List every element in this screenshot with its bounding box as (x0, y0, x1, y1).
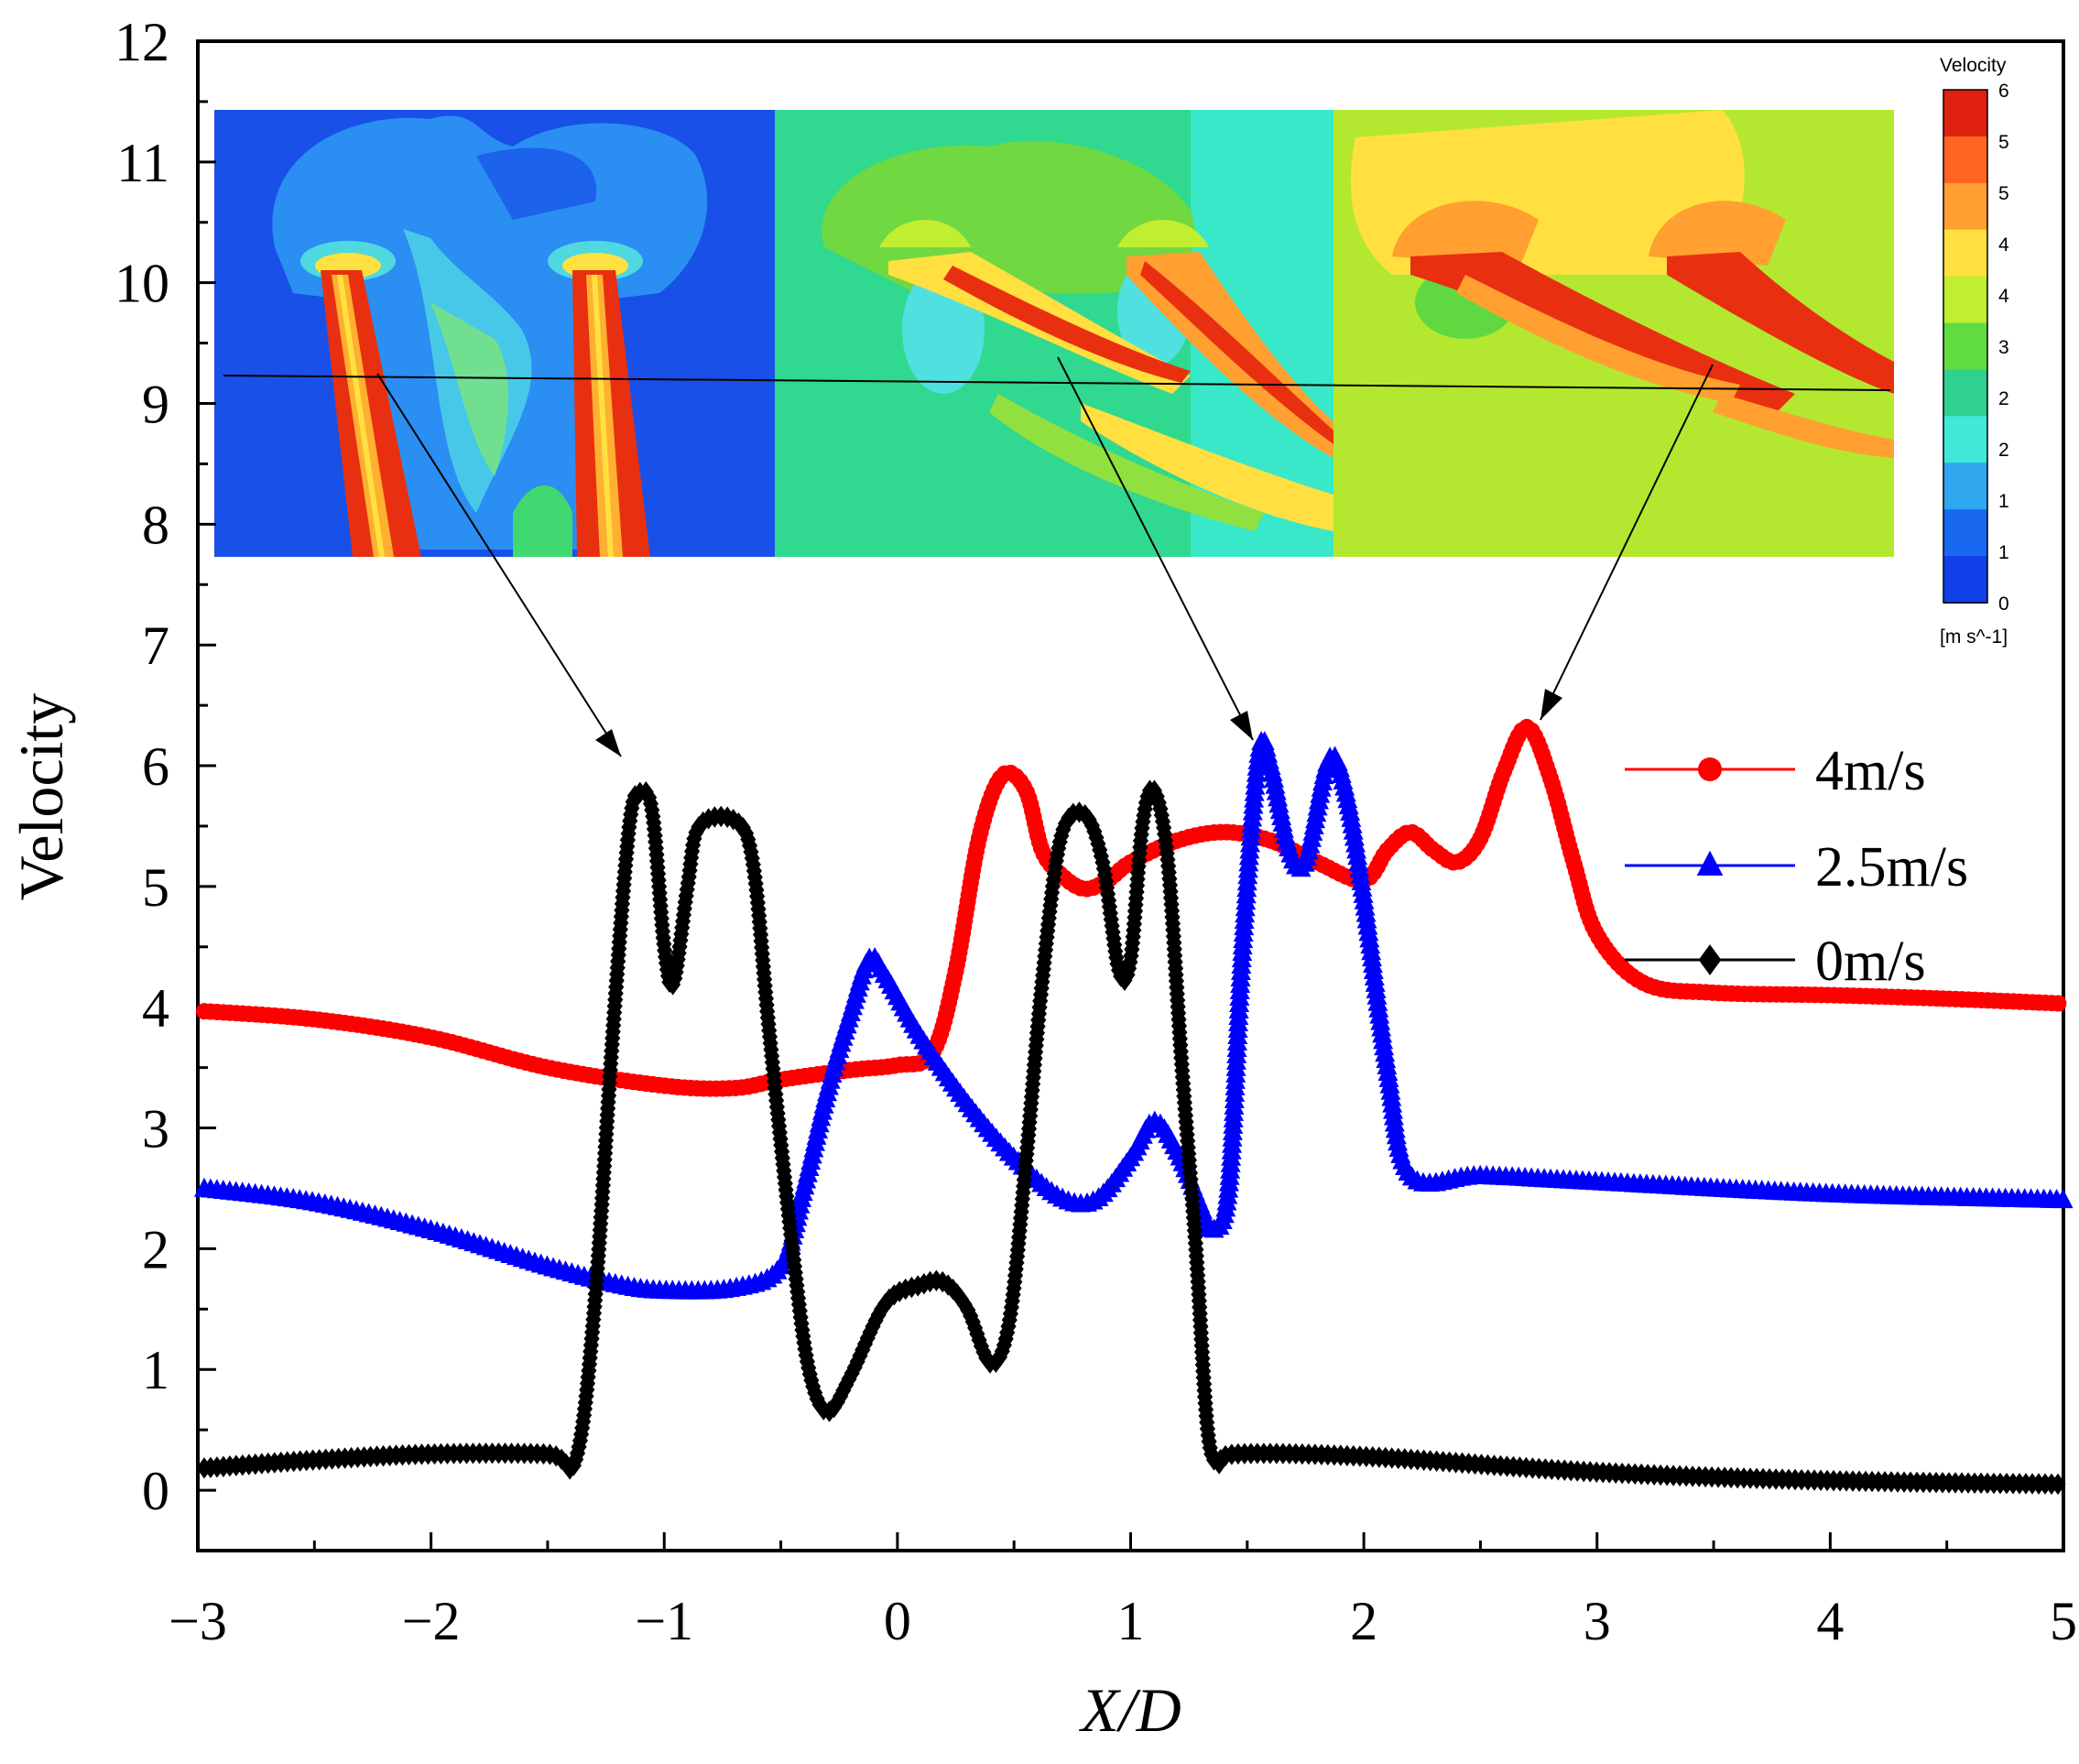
colorbar-label: 5 (1998, 132, 2009, 153)
series-4m-s (195, 718, 2067, 1097)
colorbar-swatch (1943, 509, 1987, 558)
colorbar-swatch (1943, 556, 1987, 604)
legend-label: 4m/s (1815, 740, 1926, 802)
arrow-left-jet-head (595, 729, 621, 757)
measurement-line (223, 375, 1891, 391)
data-point (725, 809, 742, 831)
y-tick-label: 0 (142, 1461, 169, 1521)
colorbar-swatch (1943, 416, 1987, 464)
x-tick-label: −2 (402, 1591, 461, 1651)
annotation-arrows (376, 356, 1714, 757)
colorbar-swatch (1943, 322, 1987, 371)
y-tick-label: 1 (142, 1340, 169, 1400)
y-tick-label: 2 (142, 1219, 169, 1279)
x-tick-label: 3 (1584, 1591, 1611, 1651)
data-point (2050, 1473, 2066, 1496)
data-point (940, 1274, 956, 1296)
arrow-middle-jet-head (1230, 711, 1253, 740)
y-tick-label: 9 (142, 375, 169, 435)
colorbar-swatch (1943, 136, 1987, 184)
colorbar-label: 4 (1998, 234, 2009, 256)
y-tick-label: 7 (142, 615, 169, 676)
x-tick-label: −3 (169, 1591, 227, 1651)
x-tick-label: 5 (2050, 1591, 2077, 1651)
legend-entry: 2.5m/s (1625, 836, 1968, 898)
x-tick-label: 0 (884, 1591, 911, 1651)
arrow-left-jet (376, 373, 622, 757)
colorbar-title: Velocity (1940, 55, 2007, 76)
y-tick-label: 10 (114, 254, 169, 314)
data-point (886, 1284, 902, 1306)
colorbar-label: 1 (1998, 542, 2009, 563)
colorbar-label: 0 (1998, 593, 2009, 615)
colorbar-label: 4 (1998, 286, 2009, 307)
y-tick-label: 5 (142, 857, 169, 918)
arrow-right-jet (1540, 364, 1714, 721)
colorbar-label: 1 (1998, 491, 2009, 512)
arrow-right-jet-head (1540, 689, 1562, 720)
legend-marker (1698, 757, 1722, 781)
contour-inset (214, 110, 1894, 557)
colorbar-label: 6 (1998, 81, 2009, 102)
x-tick-label: 1 (1117, 1591, 1145, 1651)
y-tick-label: 4 (142, 978, 169, 1039)
series-0m-s (196, 779, 2066, 1496)
colorbar-unit: [m s^-1] (1940, 626, 2008, 648)
data-point (2050, 995, 2067, 1012)
data-point (2052, 1189, 2074, 1209)
colorbar-swatch (1943, 182, 1987, 231)
x-tick-label: −1 (635, 1591, 693, 1651)
data-point (695, 811, 712, 833)
legend-entry: 0m/s (1625, 931, 1926, 993)
y-tick-label: 12 (114, 12, 169, 72)
y-tick-label: 11 (116, 133, 169, 193)
series-layer (193, 718, 2074, 1496)
colorbar-outline (1943, 89, 1988, 604)
colorbar-label: 3 (1998, 337, 2009, 358)
x-tick-label: 2 (1350, 1591, 1377, 1651)
legend-marker (1698, 944, 1722, 975)
colorbar-swatch (1943, 276, 1987, 324)
y-tick-label: 6 (142, 736, 169, 797)
colorbar: Velocity 6 5 5 4 4 3 2 2 1 1 0 [m s^-1] (1940, 55, 2009, 648)
colorbar-label: 2 (1998, 388, 2009, 409)
series-line (197, 738, 2064, 1293)
colorbar-swatch (1943, 90, 1987, 137)
colorbar-label: 2 (1998, 440, 2009, 461)
series-2-5m-s (193, 731, 2074, 1300)
legend-label: 2.5m/s (1815, 836, 1968, 898)
y-tick-label: 3 (142, 1099, 169, 1160)
x-tick-label: 4 (1816, 1591, 1844, 1651)
legend-label: 0m/s (1815, 931, 1926, 993)
legend-marker (1696, 850, 1724, 877)
data-point (881, 1288, 898, 1311)
colorbar-swatch (1943, 463, 1987, 511)
y-axis-title: Velocity (6, 693, 76, 901)
data-point (548, 1444, 564, 1467)
y-tick-label: 8 (142, 495, 169, 555)
colorbar-swatch (1943, 229, 1987, 278)
legend: 4m/s 2.5m/s 0m/s (1625, 740, 1968, 993)
contour-panel-right (1333, 110, 1894, 557)
contour-panel-middle (775, 110, 1333, 557)
arrow-middle-jet (1057, 356, 1254, 741)
colorbar-swatch (1943, 369, 1987, 418)
legend-entry: 4m/s (1625, 740, 1926, 802)
contour-panel-left (214, 110, 775, 557)
colorbar-label: 5 (1998, 183, 2009, 204)
x-axis-title: X/D (1078, 1675, 1181, 1745)
